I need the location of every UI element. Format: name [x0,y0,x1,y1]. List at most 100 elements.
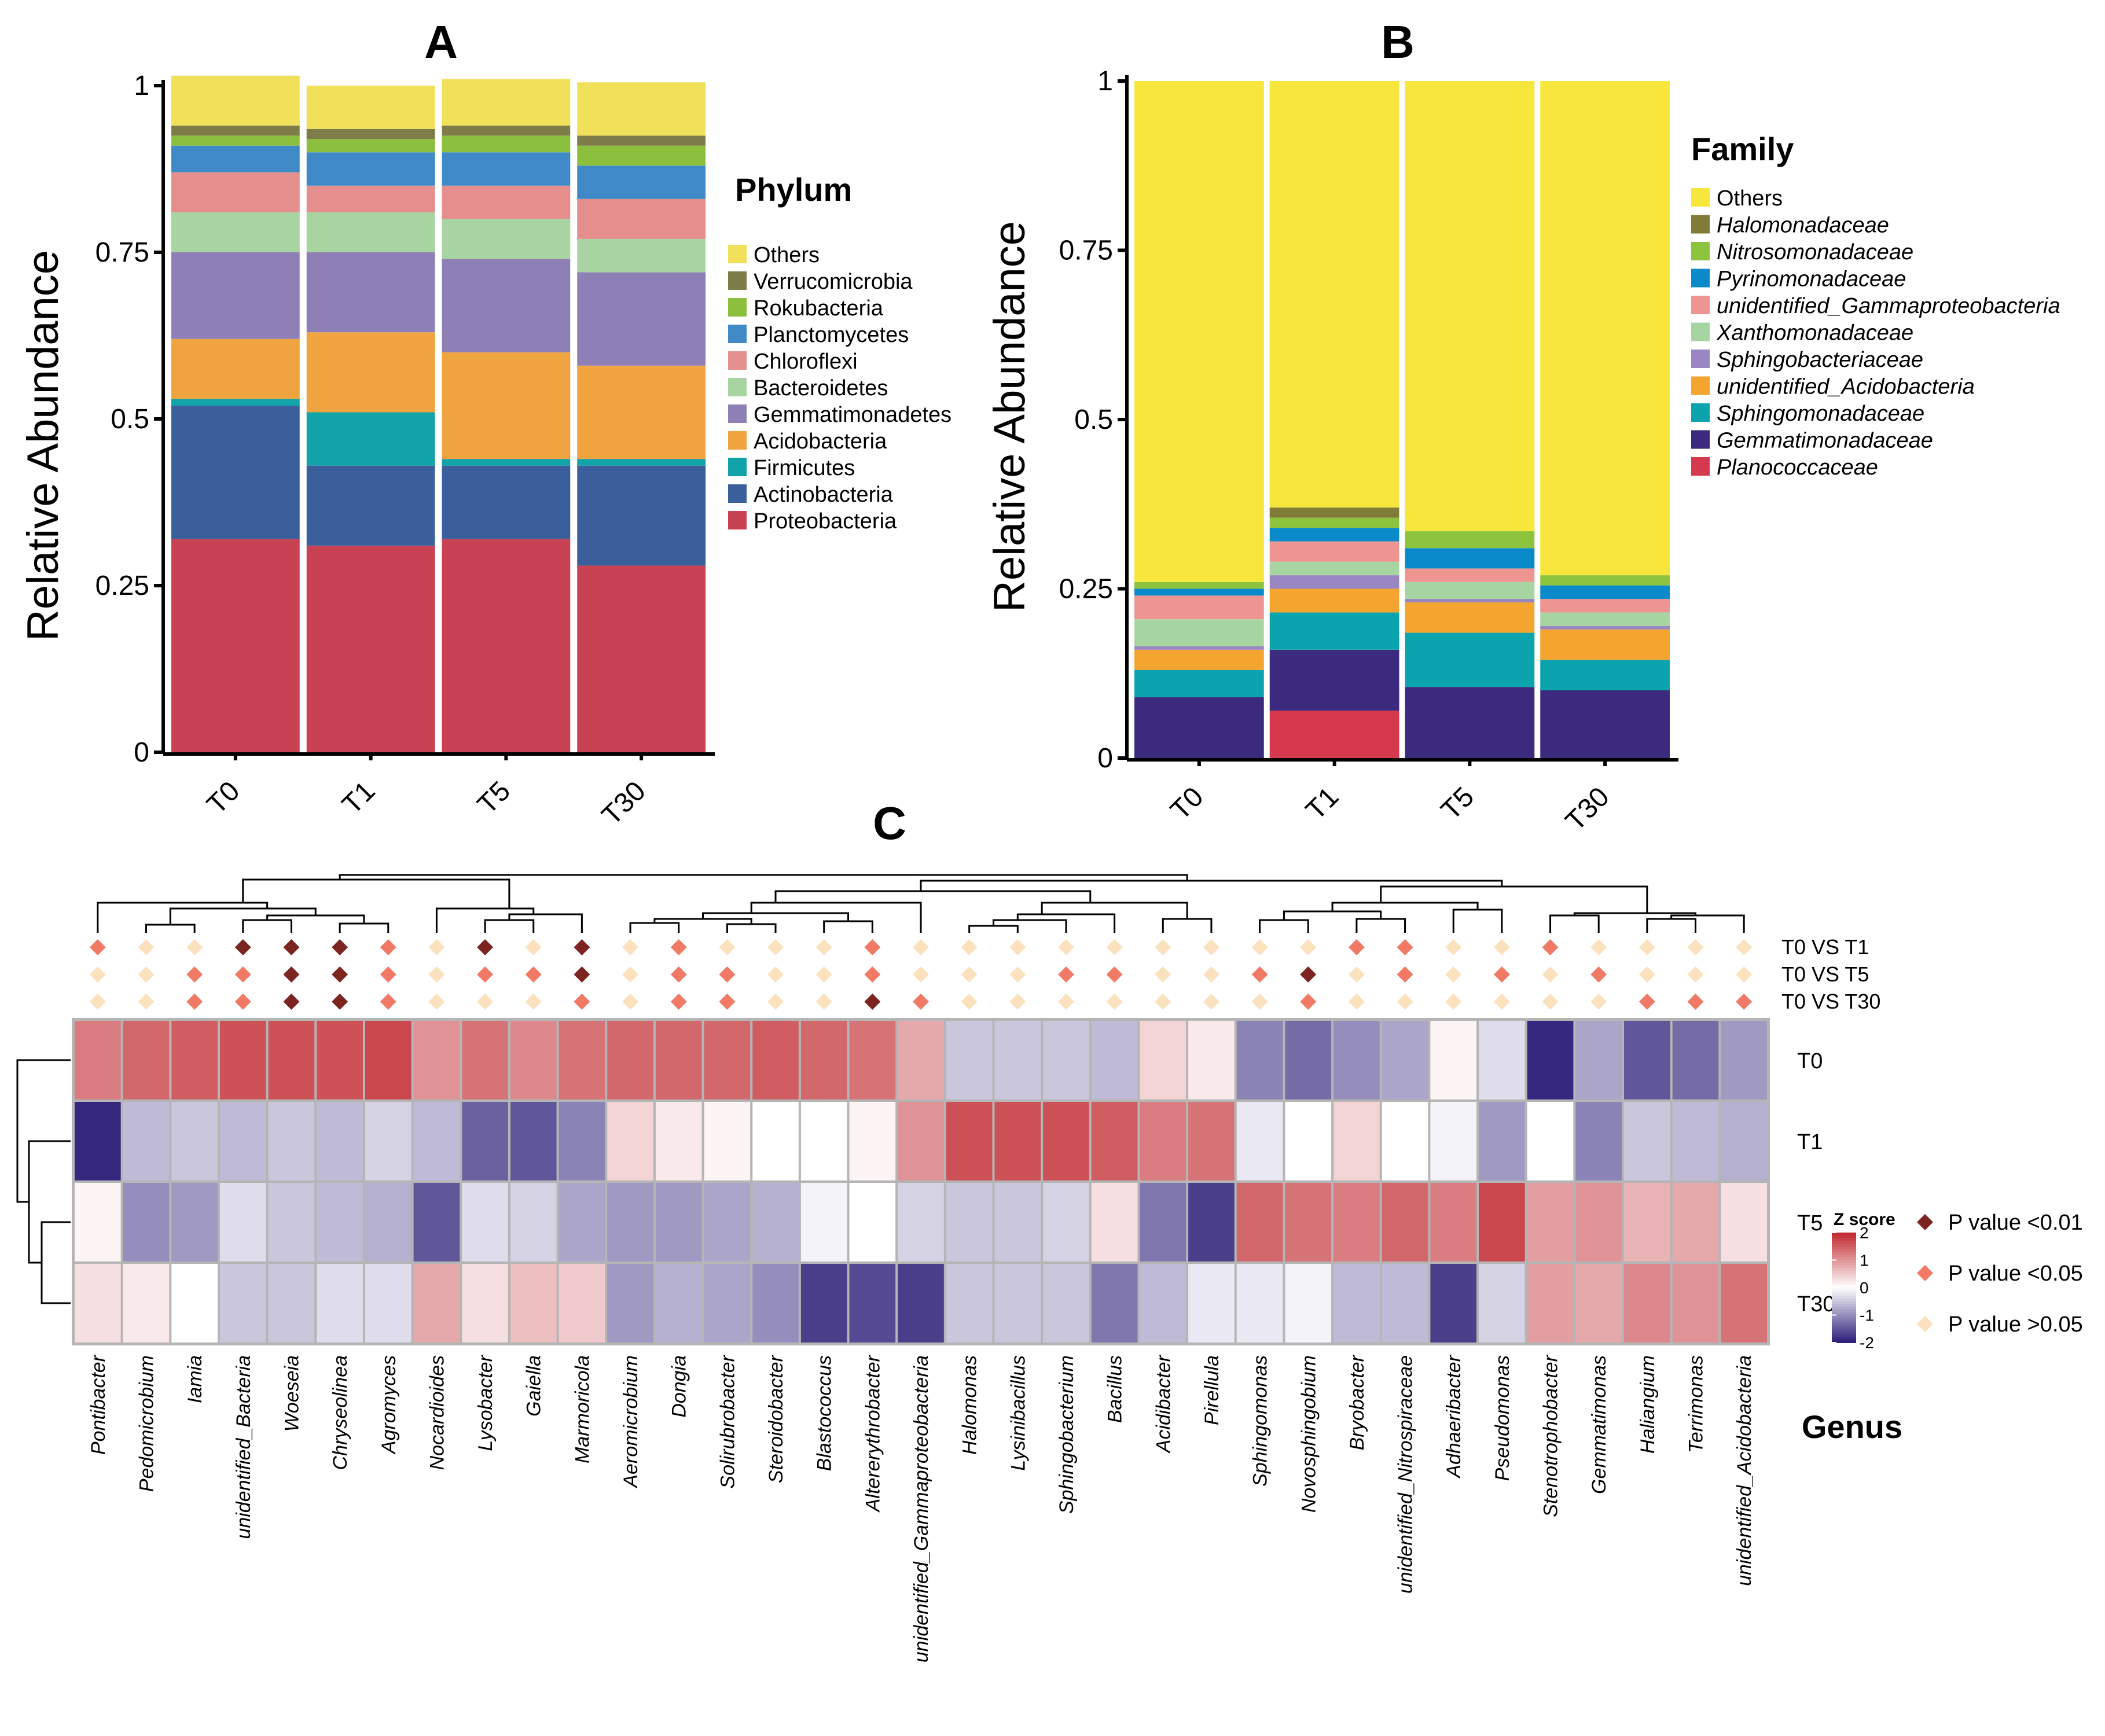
a-x-tick-label: T1 [336,775,381,820]
a-bar-t0-planctomycetes [171,145,300,172]
a-y-tick-label: 1 [134,71,149,101]
a-bar-t30-acidobacteria [577,365,706,459]
panel-b-legend-title: Family [1691,131,1794,167]
significance-diamond-2-19 [1009,994,1026,1010]
heatmap-cell-t1-12 [655,1102,702,1180]
heatmap-cell-t1-0 [75,1102,121,1180]
dendrogram-branch [920,880,1503,891]
significance-diamond-2-11 [622,994,639,1010]
a-bar-t30-firmicutes [577,459,706,466]
panel-a-y-axis-title: Relative Abundance [19,250,68,641]
a-legend-label: Bacteroidetes [754,376,888,400]
b-bar-t0-sphingobacteriaceae [1134,646,1264,650]
b-y-tick-label: 0 [1097,743,1113,774]
significance-diamond-2-25 [1300,994,1317,1010]
a-legend-swatch [728,298,747,317]
dendrogram-branch [339,874,1188,881]
colorbar-segment [1832,1277,1856,1280]
significance-diamond-1-28 [1445,966,1462,983]
heatmap-column-label: unidentified_Nitrospiraceae [1395,1355,1417,1594]
b-bar-t0-xanthomonadaceae [1134,619,1264,646]
significance-diamond-2-14 [767,994,784,1010]
significance-diamond-2-34 [1736,994,1753,1010]
heatmap-cell-t5-6 [365,1183,412,1261]
heatmap-cell-t30-21 [1091,1264,1138,1343]
significance-diamond-0-22 [1155,939,1171,955]
dendrogram-branch [968,925,1019,933]
a-bar-t0-others [171,75,300,126]
b-legend-label: Nitrosomonadaceae [1717,240,1913,264]
heatmap-column-label: Lysobacter [475,1354,497,1451]
b-legend-swatch [1691,215,1710,234]
b-legend-swatch [1691,322,1710,341]
heatmap-cell-t0-3 [219,1021,266,1099]
a-bar-t0-acidobacteria [171,339,300,399]
a-bar-t1-others [306,86,435,129]
a-bar-t5-verrucomicrobia [442,126,571,136]
panel-a-legend: Others VerrucomicrobiaRokubacteriaPlancto… [728,243,952,534]
b-bar-t5-sphingomonadaceae [1405,632,1535,687]
colorbar-segment [1832,1257,1856,1261]
b-bar-t1-sphingobacteriaceae [1269,575,1399,589]
significance-diamond-2-26 [1348,994,1365,1010]
b-bar-t30-unidentified-gammaproteobacteria [1540,599,1670,613]
significance-diamond-1-12 [670,966,687,983]
heatmap-cell-t5-16 [849,1183,896,1261]
heatmap-row-label: T30 [1797,1292,1835,1316]
dendrogram-branch [169,907,317,925]
dendrogram-branch [1331,902,1479,911]
heatmap-cell-t1-24 [1236,1102,1283,1180]
heatmap-cell-t0-26 [1333,1021,1380,1099]
significance-diamond-0-28 [1445,939,1462,955]
colorbar-segment [1832,1282,1856,1286]
significance-legend-diamond [1917,1265,1933,1281]
significance-diamond-1-21 [1106,966,1123,983]
heatmap-cell-t1-32 [1624,1102,1670,1180]
significance-legend-label: P value <0.01 [1948,1211,2083,1235]
significance-diamond-1-30 [1542,966,1559,983]
significance-diamond-0-34 [1736,939,1753,955]
heatmap-cell-t30-16 [849,1264,896,1343]
significance-diamond-0-30 [1542,939,1559,955]
a-bar-t0-proteobacteria [171,539,300,752]
significance-diamond-2-2 [186,994,203,1010]
a-bar-t1-planctomycetes [306,152,435,186]
b-y-tick-label: 1 [1097,66,1113,97]
panel-a-bars [171,75,706,752]
colorbar-segment [1832,1288,1856,1291]
heatmap-cell-t1-21 [1091,1102,1138,1180]
b-legend-label: Xanthomonadaceae [1716,321,1913,345]
b-y-tick-label: 0.25 [1059,574,1113,605]
b-bar-t5-gemmatimonadaceae [1405,687,1535,758]
b-bar-t5-xanthomonadaceae [1405,582,1535,599]
b-bar-t1-gemmatimonadaceae [1269,649,1399,711]
significance-diamond-1-4 [283,966,300,983]
b-bar-t0-pyrinomonadaceae [1134,589,1264,596]
heatmap-cell-t1-31 [1575,1102,1622,1180]
significance-diamond-2-31 [1590,994,1607,1010]
b-legend-label: Halomonadaceae [1717,214,1889,238]
heatmap-cell-t30-22 [1140,1264,1186,1343]
heatmap-cell-t30-26 [1333,1264,1380,1343]
a-legend-swatch [728,484,747,503]
heatmap-cell-t0-32 [1624,1021,1670,1099]
a-bar-t5-planctomycetes [442,152,571,186]
heatmap-cell-t0-27 [1382,1021,1428,1099]
a-legend-swatch [728,325,747,343]
a-bar-t0-gemmatimonadetes [171,252,300,339]
significance-diamond-0-1 [138,939,155,955]
heatmap-cell-t5-29 [1479,1183,1525,1261]
heatmap-cell-t1-6 [365,1102,412,1180]
significance-diamond-2-17 [913,994,929,1010]
b-bar-t30-sphingomonadaceae [1540,660,1670,690]
colorbar-segment [1832,1266,1856,1269]
heatmap-column-label: Aeromicrobium [620,1355,642,1489]
significance-diamond-2-27 [1397,994,1413,1010]
a-legend-swatch [728,511,747,529]
b-bar-t30-nitrosomonadaceae [1540,575,1670,586]
heatmap-column-label: Bacillus [1104,1355,1126,1423]
heatmap-cells [72,1018,1770,1345]
heatmap-cell-t0-18 [946,1021,993,1099]
